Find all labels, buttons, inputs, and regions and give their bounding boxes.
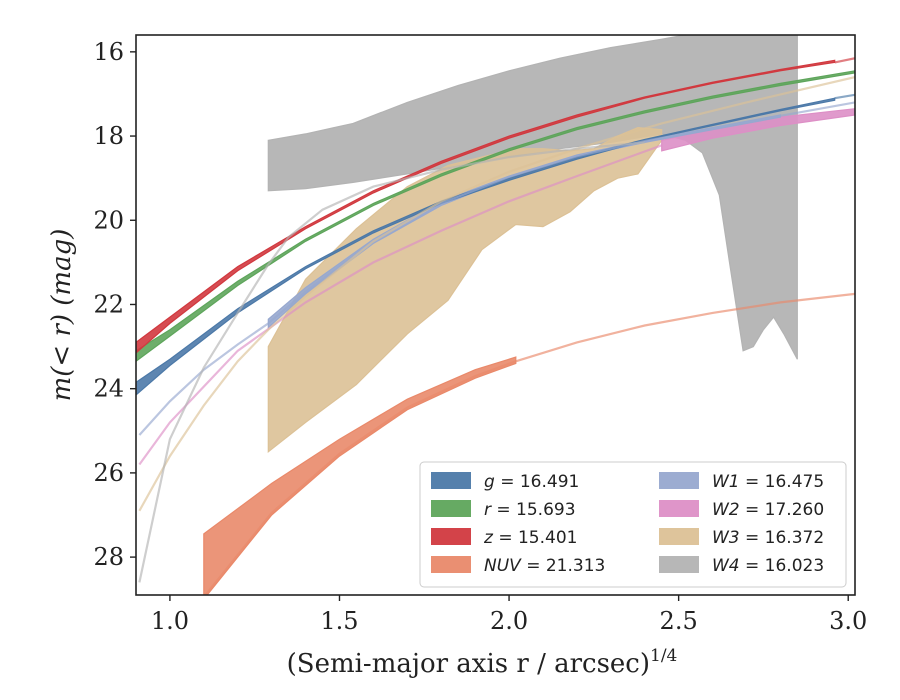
legend-item-r: r = 15.693 [431,500,576,520]
legend-label: W1 = 16.475 [712,472,824,492]
x-tick-label: 2.5 [660,607,698,635]
y-tick-label: 24 [93,375,124,403]
legend-item-w4: W4 = 16.023 [659,556,824,576]
legend-label: W3 = 16.372 [712,528,824,548]
legend-label: g = 16.491 [484,472,579,492]
legend-item-nuv: NUV = 21.313 [431,556,605,576]
y-tick-label: 18 [93,122,124,150]
plot-frame [135,34,856,596]
series-w3-line [138,76,855,512]
legend: g = 16.491 r = 15.693 z = 15.401 NUV = 21.3… [419,461,847,588]
legend-label: r = 15.693 [484,500,576,520]
legend-item-z: z = 15.401 [431,528,577,548]
y-axis: 16 18 20 22 24 26 28 [93,38,136,571]
x-tick-label: 2.0 [490,607,528,635]
legend-label: W2 = 17.260 [712,500,824,520]
y-tick-label: 22 [93,290,124,318]
legend-label: z = 15.401 [483,528,577,548]
series-nuv-band [203,356,517,595]
legend-item-w3: W3 = 16.372 [659,528,824,548]
y-tick-label: 28 [93,543,124,571]
series-nuv-line [204,292,855,595]
series-z-line [834,57,855,64]
legend-swatch [431,472,471,489]
series-g-band [136,97,836,396]
y-tick-label: 20 [93,206,124,234]
legend-box [419,461,847,588]
legend-swatch [431,500,471,517]
legend-items: g = 16.491 r = 15.693 z = 15.401 NUV = 21.3… [431,472,824,576]
legend-label: NUV = 21.313 [484,556,605,576]
legend-swatch [659,528,699,545]
legend-swatch [659,472,699,489]
legend-item-w1: W1 = 16.475 [659,472,824,492]
x-axis-label-exponent: 1/4 [650,646,677,666]
series-extension-lines [138,57,855,595]
x-axis: 1.0 1.5 2.0 2.5 3.0 [151,595,867,635]
legend-swatch [659,556,699,573]
x-axis-label: (Semi-major axis r / arcsec)1/4 [287,646,678,679]
series-w2-line [138,144,663,466]
x-axis-label-text: (Semi-major axis r / arcsec) [287,649,650,679]
y-tick-label: 16 [93,38,124,66]
series-g-line [834,93,855,100]
legend-item-g: g = 16.491 [431,472,579,492]
legend-swatch [659,500,699,517]
x-tick-label: 3.0 [829,607,867,635]
legend-swatch [431,528,471,545]
legend-label: W4 = 16.023 [712,556,824,576]
x-tick-label: 1.5 [320,607,358,635]
y-axis-label: m(< r) (mag) [47,229,77,402]
y-tick-label: 26 [93,459,124,487]
legend-swatch [431,556,471,573]
series-w4-line [138,141,645,583]
series-r-band [136,70,855,363]
legend-item-w2: W2 = 17.260 [659,500,824,520]
x-tick-label: 1.0 [151,607,189,635]
